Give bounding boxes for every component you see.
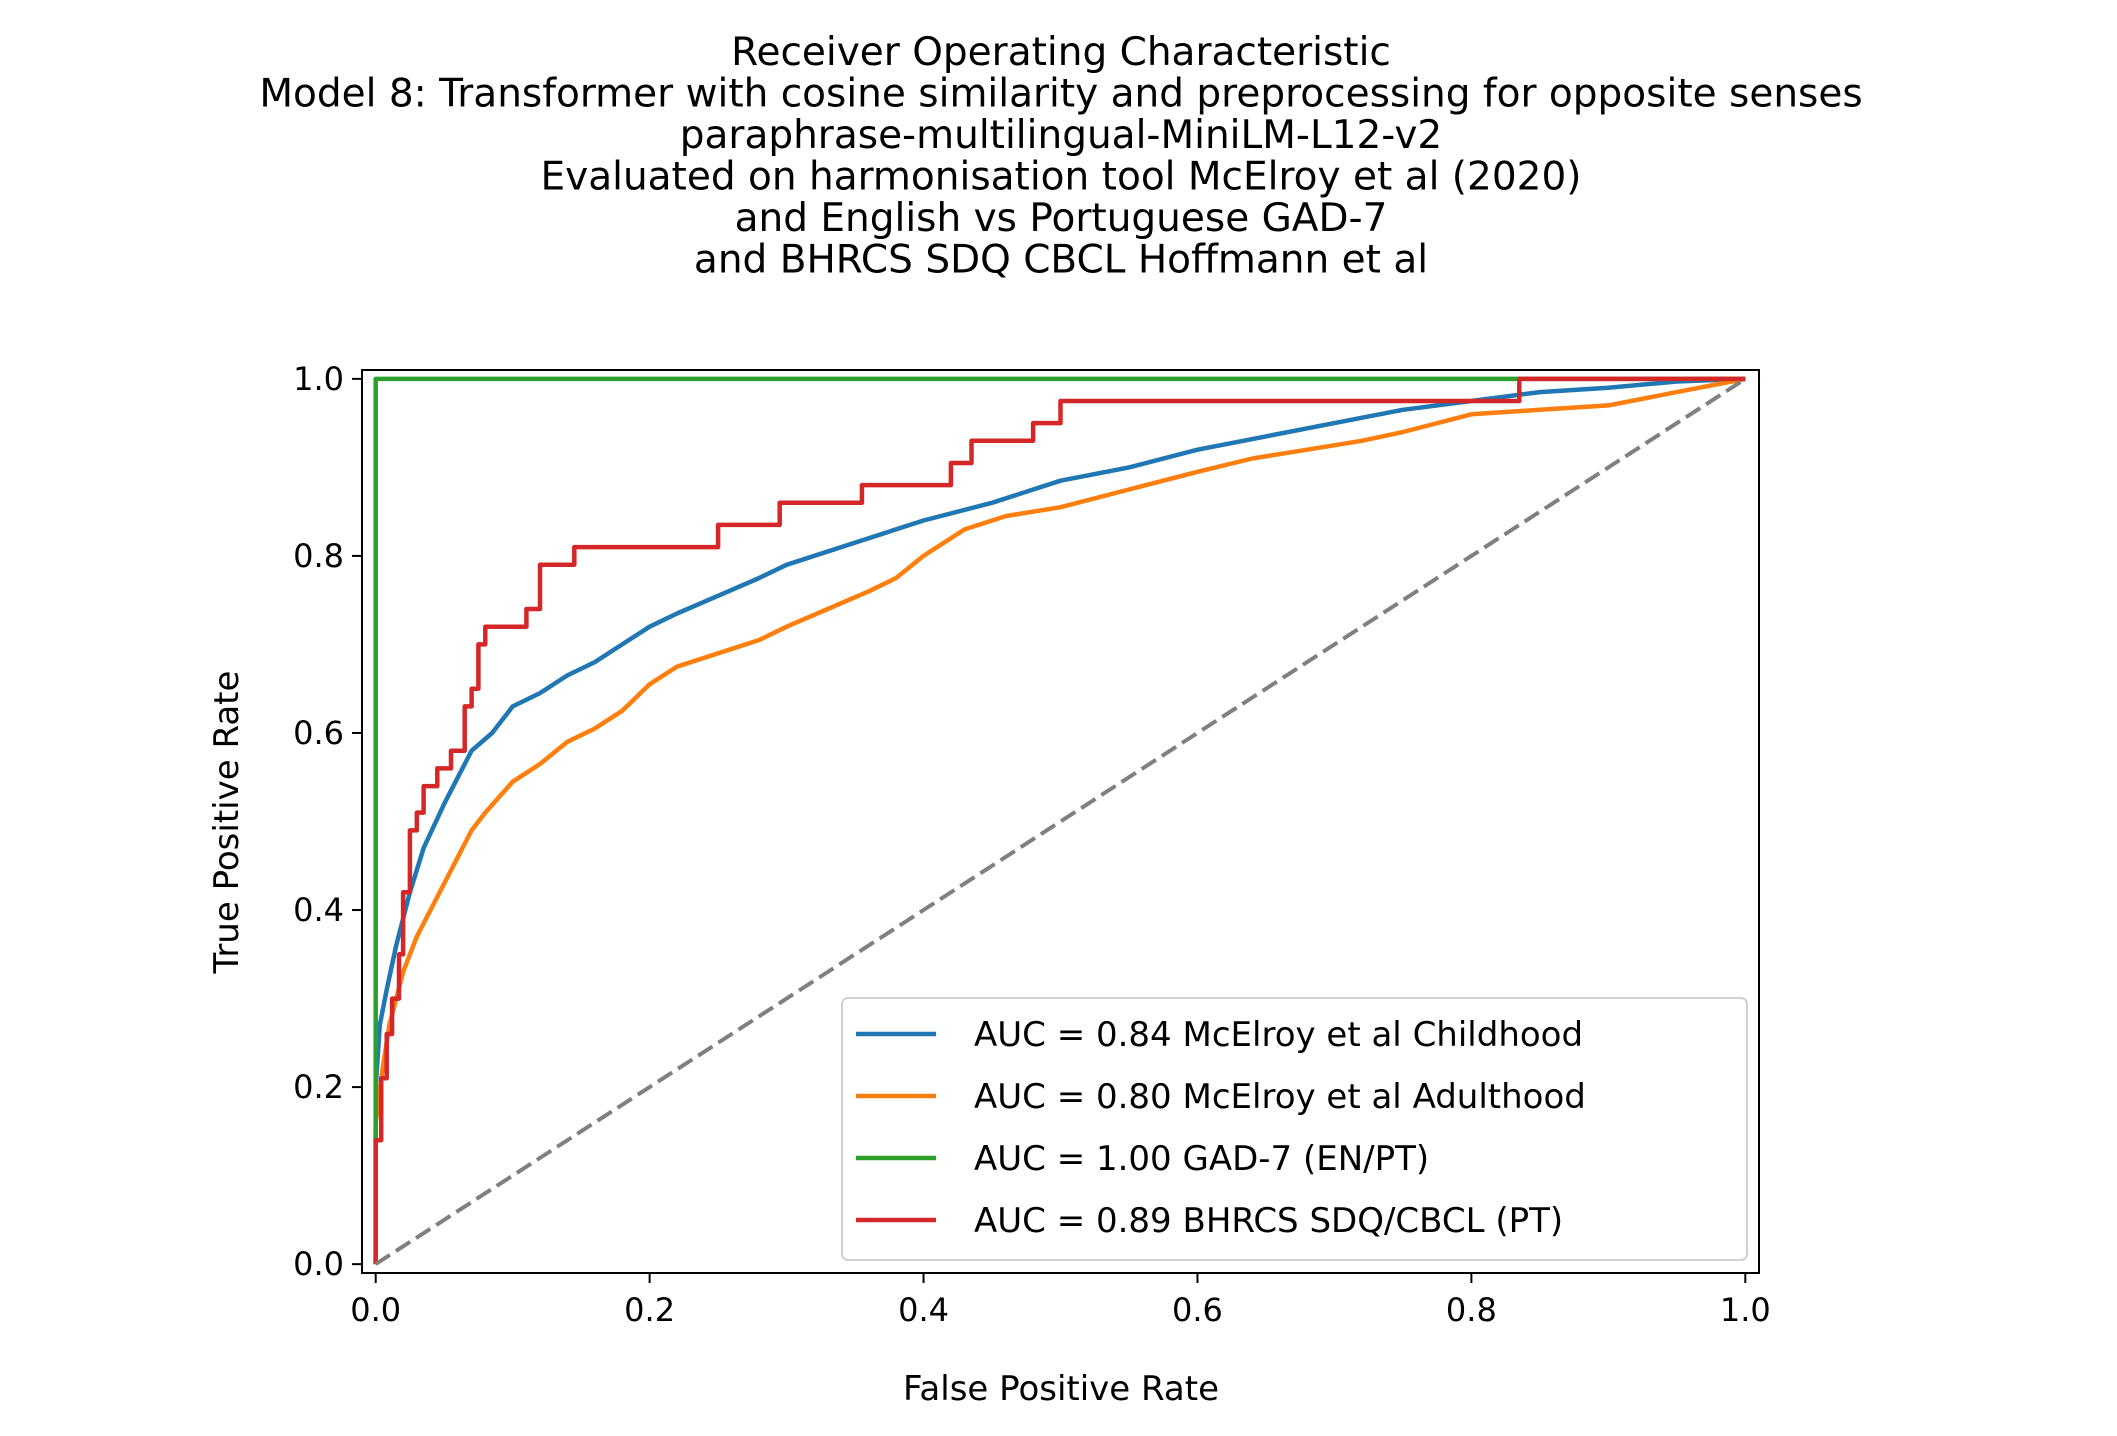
y-axis: 0.0 0.2 0.4 0.6 0.8 1.0 [293,360,362,1283]
x-tick-label: 0.2 [624,1291,675,1329]
legend: AUC = 0.84 McElroy et al Childhood AUC = … [841,997,1748,1261]
chance-diagonal-line [374,377,1747,1266]
y-tick-label: 0.2 [293,1068,344,1106]
chart-title-line: paraphrase-multilingual-MiniLM-L12-v2 [680,113,1442,158]
chart-title-line: and English vs Portuguese GAD-7 [735,196,1388,241]
chart-title-line: and BHRCS SDQ CBCL Hoffmann et al [694,238,1428,283]
roc-series-line [373,376,1746,1265]
y-tick-label: 0.6 [293,714,344,752]
y-tick-label: 0.4 [293,891,344,929]
y-tick-label: 0.0 [293,1245,344,1283]
plot-area [361,369,1760,1274]
x-axis: 0.0 0.2 0.4 0.6 0.8 1.0 [350,1273,1771,1329]
roc-series-line [373,376,1746,1265]
legend-label: AUC = 0.80 McElroy et al Adulthood [974,1077,1586,1117]
x-tick-label: 1.0 [1720,1291,1771,1329]
x-tick-label: 0.6 [1172,1291,1223,1329]
legend-label: AUC = 0.89 BHRCS SDQ/CBCL (PT) [974,1201,1563,1241]
x-tick-label: 0.4 [898,1291,949,1329]
y-tick-label: 1.0 [293,360,344,398]
y-axis-label: True Positive Rate [207,671,247,975]
legend-box [841,997,1748,1261]
roc-series-line [373,376,1746,1265]
roc-series-line [373,376,1746,1265]
legend-label: AUC = 0.84 McElroy et al Childhood [974,1015,1583,1055]
plot-frame [361,369,1760,1274]
chart-title-line: Receiver Operating Characteristic [731,30,1391,75]
legend-label: AUC = 1.00 GAD-7 (EN/PT) [974,1139,1429,1179]
chart-title-line: Model 8: Transformer with cosine similar… [259,72,1862,117]
y-tick-label: 0.8 [293,537,344,575]
x-tick-label: 0.0 [350,1291,401,1329]
x-tick-label: 0.8 [1446,1291,1497,1329]
chart-title-line: Evaluated on harmonisation tool McElroy … [540,155,1581,200]
x-axis-label: False Positive Rate [903,1369,1219,1409]
